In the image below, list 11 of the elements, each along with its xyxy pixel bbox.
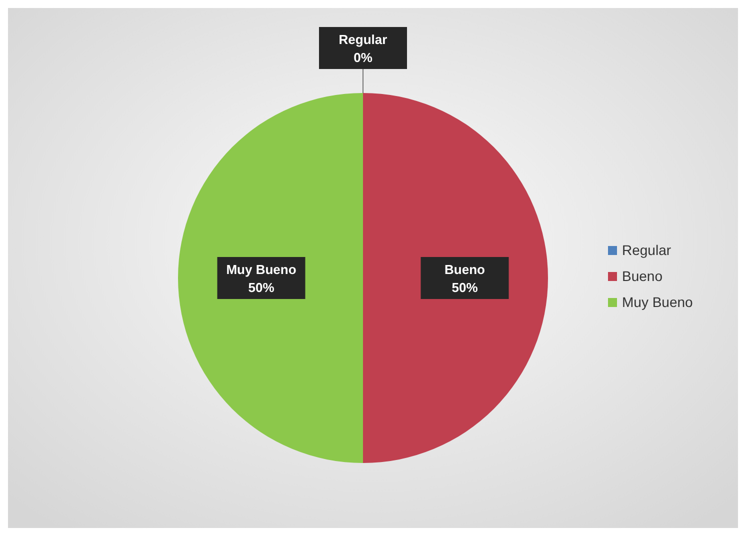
text: 0%: [354, 50, 372, 65]
legend-label: Regular: [622, 242, 672, 258]
legend-label: Bueno: [622, 268, 663, 284]
pie-slice: [178, 93, 363, 463]
data-label: 50%: [452, 280, 478, 295]
pie-slice: [363, 93, 548, 463]
data-label: 50%: [248, 280, 275, 295]
slice-label: Bueno: [444, 262, 486, 277]
legend-label: Muy Bueno: [622, 294, 694, 310]
category-label: Regular: [338, 32, 388, 47]
slice-label: Muy Bueno: [226, 262, 296, 277]
